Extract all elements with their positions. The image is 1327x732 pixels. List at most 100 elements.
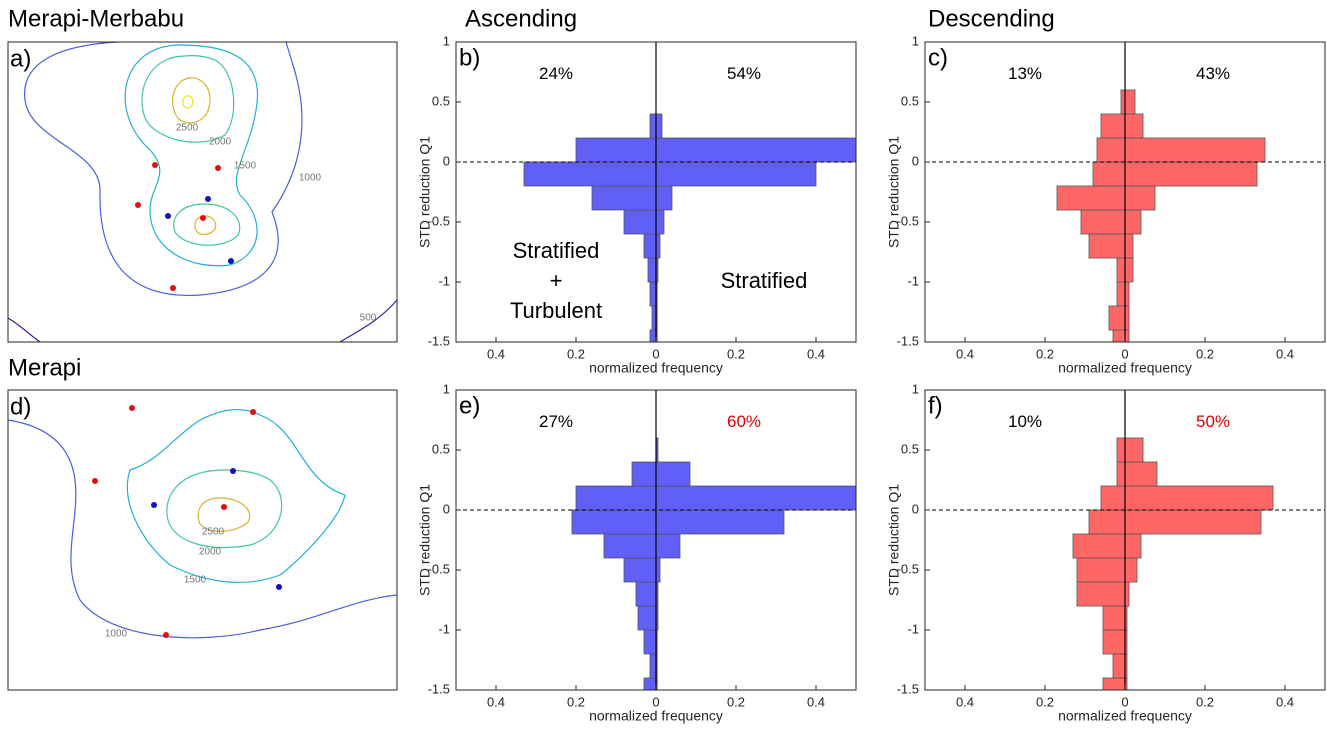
contour-label: 500: [360, 313, 377, 324]
contour: [8, 299, 397, 342]
bar: [1102, 605, 1126, 631]
station: [165, 213, 171, 219]
annotation: 10%: [1008, 412, 1042, 431]
contour-label: 1000: [105, 629, 128, 640]
x-tick-label: 0.4: [1276, 346, 1294, 361]
bar: [623, 209, 657, 235]
y-tick-label: -1.5: [897, 681, 919, 696]
bar: [1124, 461, 1158, 487]
bar: [1100, 113, 1126, 139]
bar: [1124, 437, 1144, 463]
panel-label: c): [928, 44, 948, 71]
station: [228, 258, 234, 264]
contour-label: 1500: [234, 161, 257, 172]
y-axis-label: STD reduction Q1: [417, 484, 433, 596]
bar: [1116, 257, 1126, 283]
bar: [649, 281, 657, 307]
contour-label: 2000: [209, 137, 232, 148]
y-tick-label: 0.5: [901, 93, 919, 108]
bar: [1108, 305, 1126, 331]
contour-label: 1500: [184, 575, 207, 586]
heading: Descending: [928, 5, 1055, 32]
y-tick-label: 1: [912, 33, 919, 48]
bar: [655, 533, 681, 559]
x-axis-label: normalized frequency: [1058, 708, 1192, 724]
contour: [8, 419, 397, 639]
contour: [182, 95, 194, 109]
annotation: 27%: [539, 412, 573, 431]
bar: [1124, 113, 1144, 139]
x-tick-label: 0.4: [956, 694, 974, 709]
heading: Merapi-Merbabu: [8, 5, 184, 32]
station: [92, 478, 98, 484]
contour: [124, 44, 258, 267]
x-tick-label: 0.2: [567, 694, 585, 709]
bar: [603, 533, 657, 559]
y-tick-label: 1: [912, 381, 919, 396]
bar: [1124, 509, 1262, 535]
bar: [655, 113, 663, 139]
y-tick-label: 0: [443, 501, 450, 516]
bar: [575, 485, 657, 511]
station: [230, 468, 236, 474]
bars: [1072, 437, 1274, 690]
y-tick-label: -0.5: [428, 561, 450, 576]
bar: [591, 185, 657, 211]
chart: -1.5 -1 -0.5 0 0.5 1 0.4 0.2 0 0.2 0.4 normalized f…: [417, 33, 857, 376]
x-tick-label: 0.2: [1036, 346, 1054, 361]
note: Turbulent: [510, 298, 602, 323]
bar: [1056, 185, 1126, 211]
annotation: 43%: [1196, 64, 1230, 83]
bar: [1088, 509, 1126, 535]
y-tick-label: 1: [443, 381, 450, 396]
panel-label: e): [459, 392, 480, 419]
panel-label: d): [10, 393, 31, 420]
station: [276, 584, 282, 590]
y-tick-label: -1: [907, 621, 919, 636]
bar: [1124, 89, 1136, 115]
y-axis-label: STD reduction Q1: [886, 136, 902, 248]
bar: [1124, 533, 1142, 559]
bar: [637, 605, 657, 631]
station: [205, 196, 211, 202]
y-tick-label: 1: [443, 33, 450, 48]
bar: [1124, 257, 1134, 283]
bar: [643, 629, 657, 655]
map: 2500 2000 1500 1000 500 a): [7, 41, 398, 343]
stations: [92, 405, 282, 638]
bar: [1124, 185, 1156, 211]
bar: [655, 509, 785, 535]
bar: [1116, 461, 1126, 487]
x-tick-label: 0.2: [727, 346, 745, 361]
map: 2500 2000 1500 1000 d): [7, 389, 398, 691]
y-tick-label: -1.5: [428, 681, 450, 696]
bar: [1076, 557, 1126, 583]
x-axis-label: normalized frequency: [589, 708, 723, 724]
bar: [1116, 281, 1126, 307]
station: [152, 162, 158, 168]
bar: [655, 485, 856, 511]
x-tick-label: 0.2: [567, 346, 585, 361]
bar: [655, 185, 673, 211]
x-axis-label: normalized frequency: [589, 360, 723, 376]
x-tick-label: 0.2: [727, 694, 745, 709]
bar: [1124, 557, 1138, 583]
bar: [1116, 437, 1126, 463]
station: [129, 405, 135, 411]
bar: [631, 461, 657, 487]
note: Stratified: [721, 268, 808, 293]
panel-label: a): [10, 45, 31, 72]
annotation: 60%: [727, 412, 761, 431]
x-axis-label: normalized frequency: [1058, 360, 1192, 376]
contour: [141, 55, 241, 246]
y-tick-label: 0: [912, 501, 919, 516]
annotation: 50%: [1196, 412, 1230, 431]
x-tick-label: 0: [1121, 346, 1128, 361]
contour: [166, 469, 283, 549]
x-tick-label: 0: [652, 346, 659, 361]
bars: [571, 437, 856, 690]
station: [163, 632, 169, 638]
bar: [655, 209, 665, 235]
bar: [655, 461, 691, 487]
